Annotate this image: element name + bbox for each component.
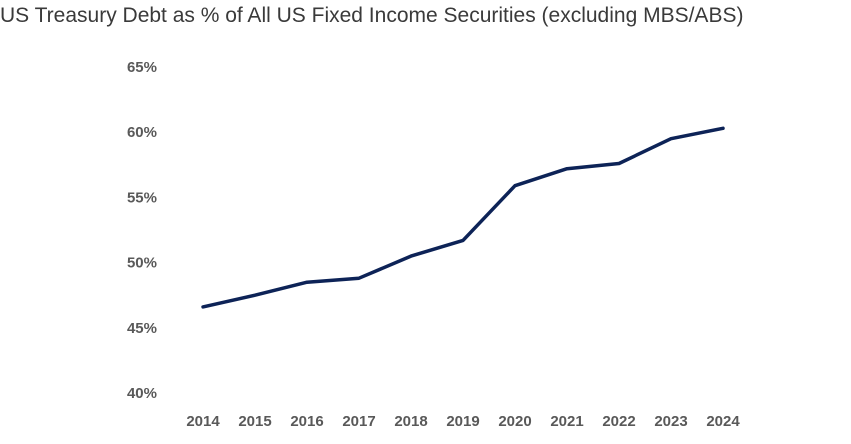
y-tick-label: 65% xyxy=(127,59,157,76)
x-tick-label: 2019 xyxy=(446,413,479,430)
x-axis-ticks: 2014 2015 2016 2017 2018 2019 2020 2021 2022 2023… xyxy=(186,413,740,430)
chart-title: US Treasury Debt as % of All US Fixed In… xyxy=(0,4,744,27)
y-tick-label: 60% xyxy=(127,124,157,141)
x-tick-label: 2022 xyxy=(602,413,635,430)
series-group xyxy=(201,126,725,309)
x-tick-label: 2020 xyxy=(498,413,531,430)
x-tick-label: 2014 xyxy=(186,413,220,430)
x-tick-label: 2024 xyxy=(706,413,740,430)
x-tick-label: 2018 xyxy=(394,413,427,430)
series-line xyxy=(201,126,725,309)
y-axis-ticks: 40% 45% 50% 55% 60% 65% xyxy=(127,59,157,402)
y-tick-label: 55% xyxy=(127,189,157,206)
x-tick-label: 2023 xyxy=(654,413,687,430)
y-tick-label: 45% xyxy=(127,320,157,337)
x-tick-label: 2015 xyxy=(238,413,271,430)
x-tick-label: 2016 xyxy=(290,413,323,430)
x-tick-label: 2017 xyxy=(342,413,375,430)
x-tick-label: 2021 xyxy=(550,413,583,430)
y-tick-label: 50% xyxy=(127,255,157,272)
y-tick-label: 40% xyxy=(127,385,157,402)
